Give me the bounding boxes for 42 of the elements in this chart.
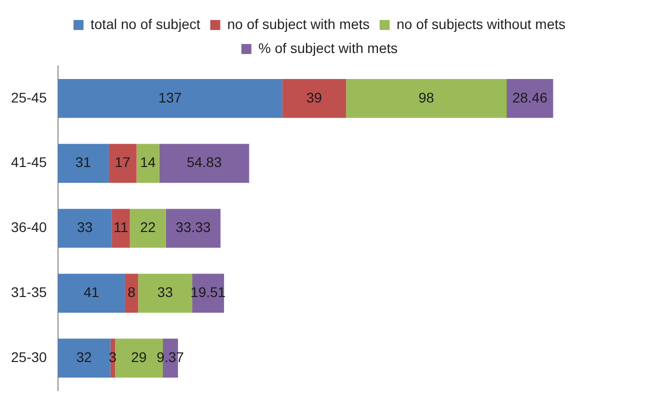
data-label: 32 [76, 349, 92, 365]
data-label: 137 [158, 89, 182, 106]
data-label: 17 [114, 154, 130, 170]
data-label: 22 [140, 219, 156, 236]
bar [108, 144, 136, 183]
bar [346, 78, 507, 118]
bar [58, 338, 110, 378]
bar [166, 208, 220, 248]
data-label: 41 [84, 284, 100, 300]
bar [159, 144, 250, 183]
bar [282, 78, 346, 118]
bar [138, 274, 192, 313]
bar [58, 144, 109, 183]
bar [112, 208, 130, 248]
legend-label: % of subject with mets [258, 40, 398, 56]
data-label: 14 [140, 154, 156, 170]
legend-label: no of subjects without mets [396, 16, 566, 32]
bar [124, 274, 138, 313]
bar [58, 274, 125, 313]
data-label: 33 [157, 284, 174, 300]
data-label: 54.83 [186, 154, 222, 170]
data-label: 33.33 [176, 219, 211, 236]
legend-label: total no of subject [90, 16, 200, 32]
data-label: 28.46 [512, 89, 548, 106]
data-label: 11 [114, 219, 128, 236]
y-tick-label: 36-40 [10, 219, 48, 236]
bar [506, 78, 554, 118]
bar [58, 78, 282, 118]
bar [130, 208, 166, 248]
y-tick-label: 25-30 [10, 349, 48, 365]
data-label: 98 [418, 89, 434, 106]
y-tick-label: 25-45 [10, 89, 48, 106]
data-label: 33 [77, 219, 93, 236]
bar [136, 144, 160, 183]
data-label: 39 [306, 89, 322, 106]
data-label: 31 [75, 154, 92, 170]
bar [58, 208, 112, 248]
y-tick-label: 31-35 [10, 284, 48, 300]
legend-label: no of subject with mets [227, 16, 370, 32]
data-label: 8 [128, 284, 136, 300]
y-tick-label: 41-45 [10, 154, 48, 170]
data-label: 29 [131, 349, 147, 365]
